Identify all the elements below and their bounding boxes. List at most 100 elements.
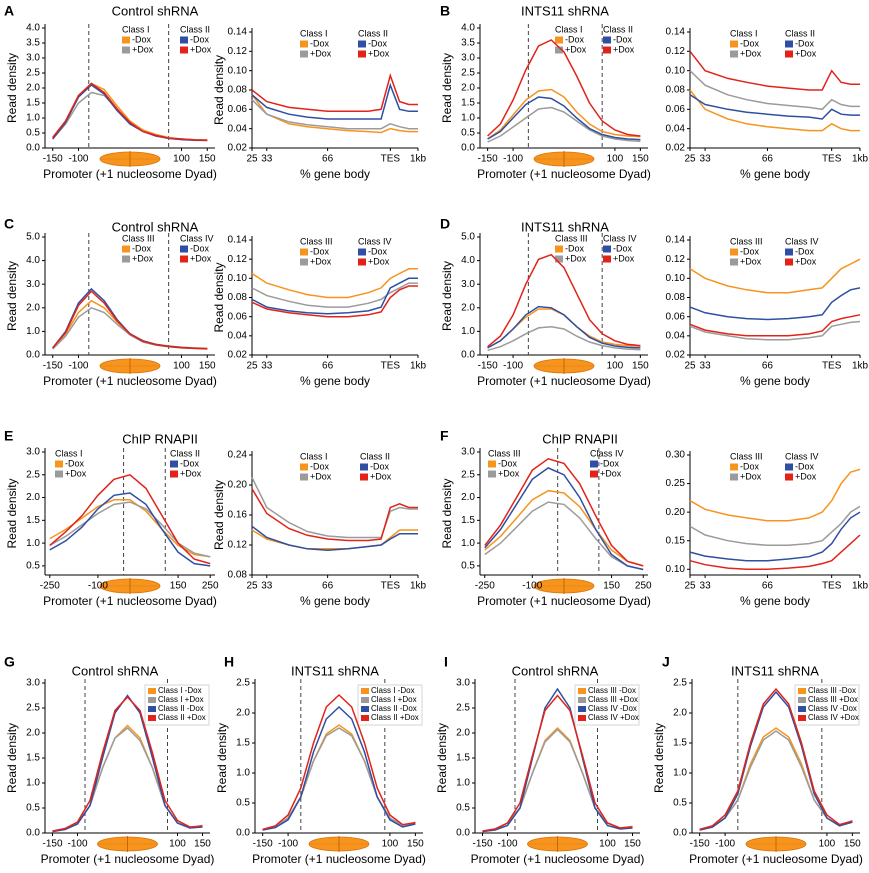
series-line [251, 99, 418, 130]
x-tick-label: -150 [42, 839, 62, 850]
x-axis-label: % gene body [740, 167, 810, 181]
x-tick-label: -100 [278, 839, 298, 850]
x-axis-label: Promoter (+1 nucleosome Dyad) [43, 167, 217, 181]
y-tick-label: 0.5 [26, 128, 40, 139]
x-tick-label: TES [381, 581, 401, 592]
y-tick-label: 2.5 [456, 703, 470, 714]
legend-swatch [170, 460, 178, 468]
legend-group-title: Class I [555, 24, 583, 34]
series-line [52, 694, 203, 833]
y-tick-label: 3.5 [461, 38, 475, 49]
series-line [482, 694, 633, 832]
legend-label: +Dox [600, 468, 622, 478]
legend-group-title: Class I [55, 448, 83, 458]
series-line [262, 705, 416, 831]
y-tick-label: 0.04 [228, 123, 248, 134]
panel-letter: A [4, 3, 14, 19]
legend-swatch [785, 50, 793, 58]
legend-label: +Dox [565, 44, 587, 54]
legend-label: Class I -Dox [371, 686, 415, 695]
x-tick-label: -100 [497, 839, 517, 850]
legend-label: -Dox [310, 461, 330, 471]
series-line [251, 82, 418, 120]
x-axis-label: % gene body [300, 374, 370, 388]
y-tick-label: 2.0 [461, 83, 475, 94]
series-line [487, 253, 641, 348]
y-tick-label: 1.5 [26, 515, 40, 526]
x-tick-label: 100 [599, 839, 616, 850]
legend-label: -Dox [565, 34, 585, 44]
x-tick-label: 100 [819, 839, 836, 850]
x-tick-label: 150 [170, 581, 187, 592]
legend-label: -Dox [370, 461, 390, 471]
legend-swatch [730, 50, 738, 58]
series-line [52, 726, 203, 833]
y-axis-label: Read density [440, 53, 454, 123]
y-tick-label: 0.04 [228, 330, 248, 341]
legend-swatch [122, 245, 130, 253]
legend-label: +Dox [370, 471, 392, 481]
x-tick-label: -150 [472, 839, 492, 850]
x-tick-label: -150 [253, 839, 273, 850]
x-axis-label: Promoter (+1 nucleosome Dyad) [477, 594, 651, 608]
series-line [487, 96, 641, 141]
legend-label: +Dox [310, 256, 332, 266]
x-tick-label: 100 [169, 839, 186, 850]
y-tick-label: 2.0 [673, 708, 687, 719]
legend-label: +Dox [740, 256, 762, 266]
x-axis-label: % gene body [740, 374, 810, 388]
series-line [487, 305, 641, 349]
y-tick-label: 0.08 [228, 570, 248, 581]
series-line [251, 525, 418, 552]
chart-panel: G Control shRNA 0.0 0.5 1.0 1.5 2.0 2.5 3.0 -150-… [4, 654, 214, 866]
legend-label: -Dox [740, 38, 760, 48]
legend-group-title: Class II [360, 451, 390, 461]
x-tick-label: -150 [43, 361, 63, 372]
y-tick-label: 0.04 [666, 123, 686, 134]
legend-group-title: Class I [730, 28, 758, 38]
legend-group-title: Class III [555, 233, 588, 243]
x-axis-label: Promoter (+1 nucleosome Dyad) [41, 852, 215, 866]
legend-group-title: Class IV [603, 233, 637, 243]
legend-swatch [578, 715, 586, 721]
panel-letter: F [440, 428, 449, 444]
y-tick-label: 0.30 [666, 450, 686, 461]
legend-group-title: Class IV [180, 233, 214, 243]
chart-panel: I Control shRNA 0.0 0.5 1.0 1.5 2.0 2.5 3.0 -150-… [435, 654, 644, 866]
series-line [251, 72, 418, 113]
legend-swatch [578, 706, 586, 712]
y-axis-label: Read density [5, 53, 19, 123]
x-tick-label: -100 [503, 361, 523, 372]
legend-swatch [488, 470, 496, 478]
legend-label: -Dox [190, 34, 210, 44]
legend-swatch [300, 473, 308, 481]
legend-swatch [148, 697, 156, 703]
y-tick-label: 0.15 [666, 535, 686, 546]
y-tick-label: 1.0 [26, 538, 40, 549]
legend-group-title: Class II [180, 24, 210, 34]
x-tick-label: 1kb [852, 361, 869, 372]
y-tick-label: 1.5 [461, 515, 475, 526]
legend-swatch [180, 36, 188, 44]
y-tick-label: 2.0 [461, 302, 475, 313]
x-axis-label: Promoter (+1 nucleosome Dyad) [43, 594, 217, 608]
legend-label: -Dox [600, 458, 620, 468]
y-tick-label: 0.0 [461, 350, 475, 361]
legend-label: -Dox [740, 461, 760, 471]
chart-title: INTS11 shRNA [731, 663, 819, 678]
y-tick-label: 1.5 [26, 98, 40, 109]
legend-swatch [55, 470, 63, 478]
y-tick-label: 0.20 [228, 480, 248, 491]
x-axis-label: Promoter (+1 nucleosome Dyad) [252, 852, 426, 866]
legend-label: +Dox [190, 44, 212, 54]
legend-group-title: Class II [603, 24, 633, 34]
y-tick-label: 3.0 [26, 678, 40, 689]
x-tick-label: 150 [844, 839, 861, 850]
x-tick-label: 33 [700, 581, 712, 592]
legend-group-title: Class IV [590, 448, 624, 458]
series-line [487, 39, 641, 137]
y-tick-label: 3.0 [461, 53, 475, 64]
series-line [251, 282, 418, 308]
y-tick-label: 0.08 [228, 292, 248, 303]
